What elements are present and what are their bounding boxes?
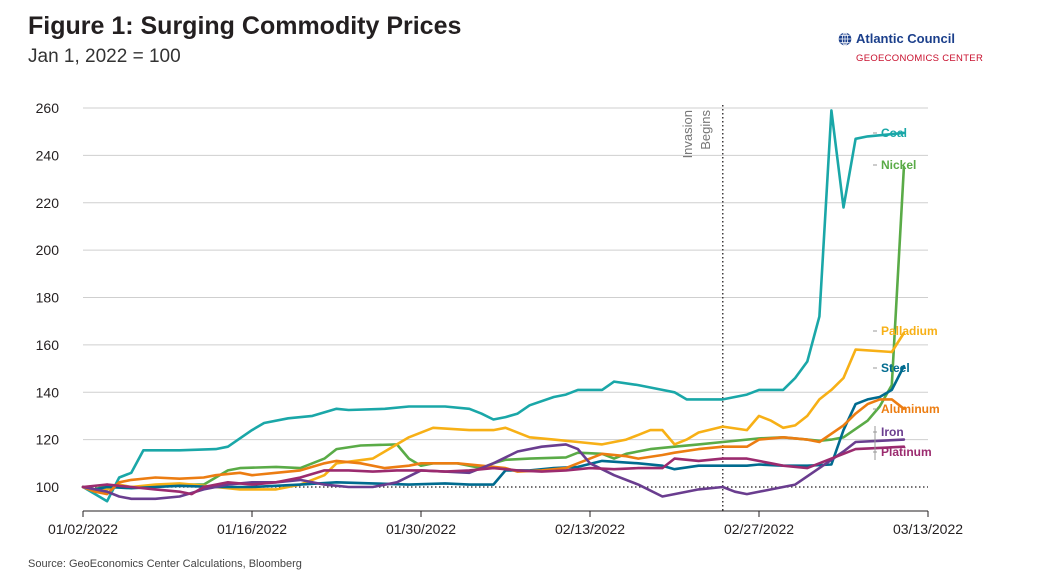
y-tick-label: 220 [36,195,60,211]
x-axis-ticks: 01/02/2022 01/16/2022 01/30/2022 02/13/2022… [48,510,963,537]
series-line-platinum [81,445,906,496]
y-tick-label: 120 [36,432,60,448]
x-tick-label: 01/02/2022 [48,521,118,537]
series-lines [81,109,906,503]
x-tick-label: 02/27/2022 [724,521,794,537]
invasion-annotation: Begins [698,110,713,150]
invasion-annotation: Invasion [680,110,695,158]
series-label-nickel: Nickel [881,158,916,172]
y-tick-label: 160 [36,337,60,353]
series-labels: Coal Nickel Palladium Steel Aluminum Iron Plat… [873,126,940,460]
brand-subtitle: GEOECONOMICS CENTER [856,53,984,64]
x-tick-label: 01/16/2022 [217,521,287,537]
chart-subtitle: Jan 1, 2022 = 100 [28,46,181,67]
x-tick-label: 01/30/2022 [386,521,456,537]
y-tick-label: 140 [36,384,60,400]
brand-name: Atlantic Council [856,31,955,46]
globe-icon [838,32,852,46]
y-tick-label: 240 [36,147,60,163]
series-line-nickel [81,165,906,491]
series-line-aluminum [81,398,906,496]
y-tick-label: 200 [36,242,60,258]
series-label-coal: Coal [881,126,907,140]
gridlines [83,107,928,441]
series-label-steel: Steel [881,361,910,375]
y-tick-label: 100 [36,479,60,495]
series-label-palladium: Palladium [881,324,938,338]
series-label-aluminum: Aluminum [881,402,940,416]
y-axis-ticks: 100 120 140 160 180 200 220 240 260 [36,100,60,495]
source-note: Source: GeoEconomics Center Calculations… [28,558,302,570]
x-tick-label: 03/13/2022 [893,521,963,537]
series-label-iron: Iron [881,425,904,439]
y-tick-label: 180 [36,290,60,306]
series-line-coal [81,109,906,503]
x-tick-label: 02/13/2022 [555,521,625,537]
series-label-platinum: Platinum [881,445,932,459]
chart-title: Figure 1: Surging Commodity Prices [28,12,462,40]
y-tick-label: 260 [36,100,60,116]
